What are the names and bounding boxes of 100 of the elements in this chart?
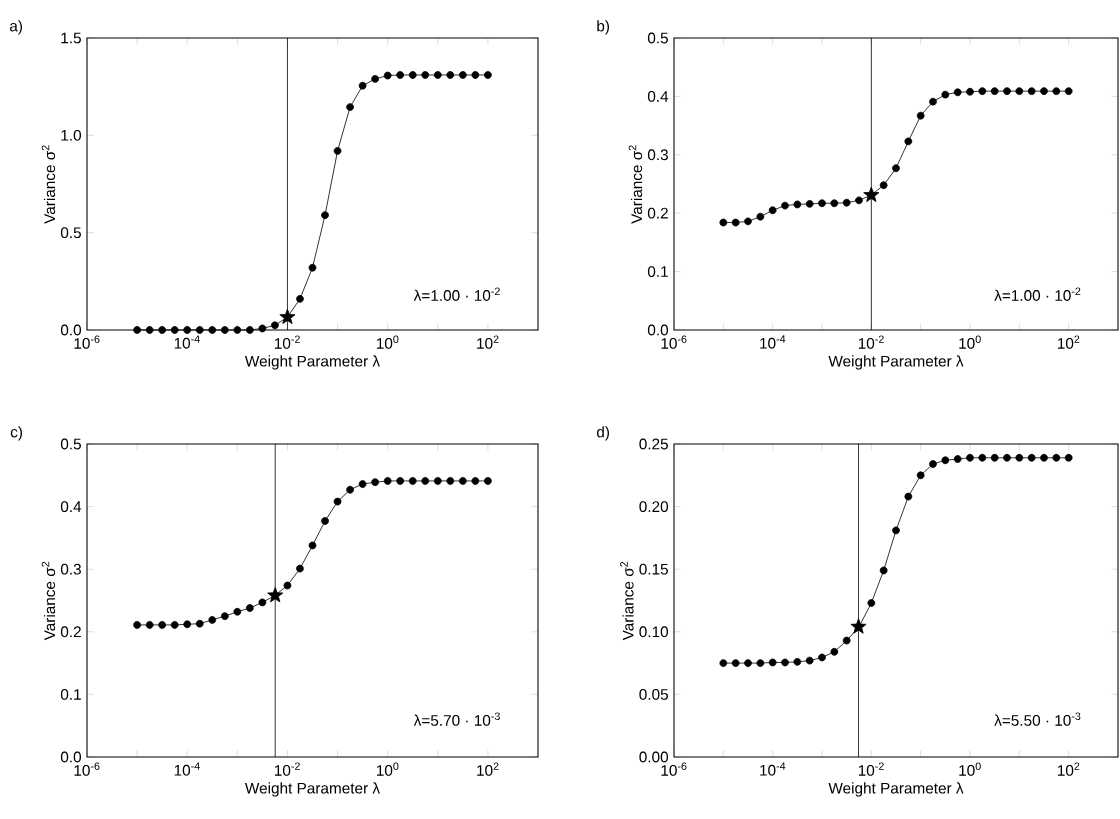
point (145, 621, 154, 629)
point (233, 326, 242, 334)
y-tick-label: 0.0 (60, 751, 82, 763)
x-axis-title: Weight Parameter λ (244, 782, 380, 797)
point (978, 453, 987, 462)
point (842, 198, 851, 207)
x-tick-label: 10$^{-2}$ (274, 335, 300, 349)
y-tick-label: 0.5 (60, 227, 81, 239)
point (421, 477, 430, 485)
point (183, 620, 192, 629)
x-tick-label: 10$^{-6}$ (661, 762, 687, 776)
point (1003, 87, 1011, 96)
point (371, 478, 379, 487)
point (1040, 453, 1048, 462)
point (793, 657, 802, 666)
point (719, 659, 728, 667)
point (990, 453, 999, 462)
point (396, 71, 405, 79)
point (1015, 87, 1024, 96)
point (1027, 87, 1036, 96)
point (966, 453, 974, 462)
point (818, 653, 826, 662)
point (458, 71, 467, 79)
point (296, 564, 304, 573)
point (208, 326, 217, 334)
y-tick-label: 0.3 (60, 563, 81, 575)
y-axis-title: Variance σ$^{2}$ (628, 145, 643, 224)
y-tick-label: 0.4 (647, 90, 669, 102)
x-tick-label: 10$^{-2}$ (274, 762, 300, 776)
point (768, 658, 777, 667)
y-tick-label: 0.1 (647, 266, 668, 278)
point (731, 218, 740, 227)
point (408, 477, 417, 485)
point (879, 566, 888, 575)
point (170, 621, 179, 629)
point (458, 477, 467, 485)
point (867, 599, 876, 607)
point (892, 164, 900, 173)
point (818, 199, 826, 208)
point (358, 81, 367, 90)
y-tick-label: 0.00 (639, 751, 669, 763)
y-tick-label: 0.10 (639, 626, 669, 638)
y-tick-label: 0.05 (639, 688, 668, 700)
point (929, 460, 937, 468)
point (1027, 453, 1036, 462)
chart-title: c) (10, 426, 23, 441)
point (183, 326, 192, 334)
point (879, 181, 888, 190)
chart-title: a) (9, 20, 23, 35)
point (158, 326, 167, 334)
point (321, 517, 329, 525)
point (383, 477, 392, 485)
annotation: λ=5.70 · 10$^{-3}$ (413, 712, 500, 726)
x-axis-title: Weight Parameter λ (828, 355, 964, 370)
y-tick-label: 0.4 (60, 501, 82, 513)
point (916, 471, 925, 480)
x-tick-label: 10$^{0}$ (959, 762, 981, 776)
x-tick-label: 10$^{2}$ (477, 762, 499, 776)
x-tick-label: 10$^{-6}$ (74, 762, 100, 776)
y-tick-label: 0.15 (639, 563, 668, 575)
point (805, 199, 814, 208)
x-tick-label: 10$^{-4}$ (760, 762, 786, 776)
point (768, 206, 777, 215)
point (719, 218, 728, 227)
point (333, 147, 342, 155)
point (1064, 87, 1073, 96)
point (145, 326, 154, 334)
x-tick-label: 10$^{2}$ (1057, 762, 1080, 776)
point (731, 659, 740, 667)
point (1040, 87, 1048, 96)
point (258, 324, 267, 333)
point (793, 200, 802, 209)
y-tick-label: 0.3 (647, 149, 668, 161)
point (781, 658, 789, 667)
point (842, 636, 851, 645)
x-tick-label: 10$^{-2}$ (858, 762, 884, 776)
point (953, 455, 962, 463)
y-tick-label: 0.5 (647, 32, 668, 44)
point (471, 477, 480, 485)
point (170, 326, 179, 334)
point (471, 71, 480, 79)
point (756, 659, 765, 667)
x-tick-label: 10$^{0}$ (376, 335, 399, 349)
point (916, 111, 925, 120)
point (484, 477, 492, 485)
point (296, 294, 304, 303)
point (1015, 453, 1024, 462)
x-tick-label: 10$^{2}$ (477, 335, 499, 349)
point (855, 196, 863, 205)
point (220, 612, 229, 621)
point (744, 659, 752, 667)
point (904, 492, 913, 501)
point (321, 211, 329, 220)
point (892, 526, 900, 535)
y-tick-label: 0.5 (60, 438, 81, 450)
point (208, 616, 217, 624)
point (396, 477, 405, 485)
point (756, 212, 765, 221)
y-axis-title: Variance σ$^{2}$ (41, 561, 56, 641)
point (1003, 453, 1011, 462)
